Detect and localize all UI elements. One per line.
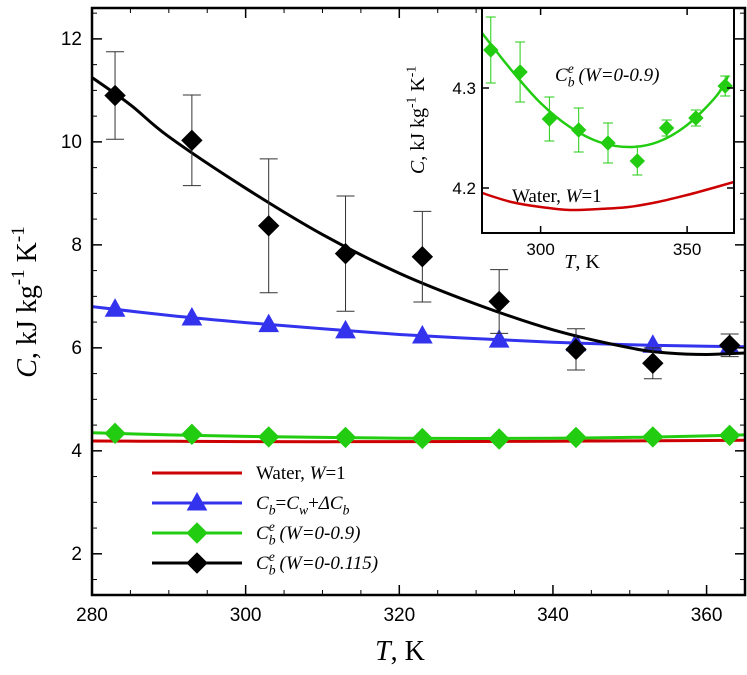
- data-point: [334, 426, 357, 449]
- series-1: [92, 298, 745, 355]
- data-point: [717, 78, 733, 94]
- legend-entry-0: Water, W=1: [152, 463, 346, 484]
- data-point: [181, 306, 203, 326]
- data-point: [257, 215, 280, 237]
- series-1-fit-line: [92, 305, 745, 349]
- y-axis-label: C, kJ kg-1 K-1: [8, 226, 43, 378]
- data-point: [181, 129, 203, 152]
- inset-series: [482, 16, 734, 212]
- data-point: [718, 424, 741, 447]
- data-point: [488, 428, 510, 450]
- legend-entry-3: Cbe (W=0-0.115): [152, 549, 378, 578]
- main-plot: 280 300 320 340 360 2 4 6 8 10 12 T, K C, kJ kg-1 K-…: [8, 6, 747, 667]
- series-0: [92, 438, 745, 444]
- series-3: [92, 51, 745, 380]
- x-tick-label: 280: [76, 605, 108, 626]
- data-point: [541, 111, 558, 127]
- data-point: [488, 329, 510, 348]
- legend-label: Cbe (W=0-0.115): [256, 549, 378, 578]
- data-point: [411, 245, 434, 268]
- legend-marker: [186, 522, 208, 544]
- x-tick-label: 300: [526, 240, 554, 259]
- data-point: [565, 426, 587, 449]
- data-point: [600, 135, 616, 151]
- data-point: [642, 426, 664, 448]
- data-point: [411, 324, 433, 344]
- y-tick-label: 10: [61, 132, 82, 153]
- data-point: [104, 298, 126, 317]
- data-point: [629, 153, 646, 169]
- data-point: [334, 242, 357, 265]
- data-point: [335, 319, 356, 339]
- data-point: [181, 423, 203, 446]
- inset-annotation-red: Water, W=1: [512, 186, 602, 207]
- data-point: [565, 338, 587, 361]
- data-point: [642, 352, 664, 374]
- series-0-fit-line: [92, 438, 745, 444]
- x-axis-label: T, K: [375, 636, 425, 667]
- series-1-fit-line: [482, 180, 734, 212]
- inset-plot: 300 350 4.2 4.3 T, K C, kJ kg-1 K-1 Cbe (W=0-0…: [404, 7, 735, 273]
- series-2: [92, 422, 745, 450]
- series-3-fit-line: [92, 76, 745, 357]
- x-tick-label: 300: [230, 605, 262, 626]
- data-point: [257, 426, 280, 448]
- main-series: [92, 51, 745, 450]
- inset-annotation-green: Cbe (W=0-0.9): [555, 61, 659, 90]
- y-tick-label: 12: [61, 29, 82, 50]
- data-point: [570, 122, 587, 138]
- series-1: [482, 180, 734, 212]
- y-tick-label: 4.3: [452, 79, 476, 98]
- y-tick-label: 8: [71, 235, 82, 256]
- x-tick-label: 360: [691, 605, 723, 626]
- series-0-fit-line: [482, 32, 730, 149]
- x-tick-label: 350: [673, 240, 701, 259]
- x-tick-label: 320: [383, 605, 415, 626]
- inset-y-axis-label: C, kJ kg-1 K-1: [404, 66, 429, 174]
- data-point: [688, 110, 704, 126]
- legend-label: Water, W=1: [256, 463, 346, 484]
- legend-entry-2: Cbe (W=0-0.9): [152, 519, 360, 548]
- data-point: [718, 334, 741, 356]
- legend-label: Cbe (W=0-0.9): [256, 519, 360, 548]
- legend-entry-1: Cb=Cw+ΔCb: [152, 491, 350, 518]
- y-tick-label: 2: [71, 544, 82, 565]
- legend-marker: [186, 491, 208, 511]
- data-point: [658, 120, 675, 136]
- y-tick-label: 4.2: [452, 179, 476, 198]
- data-point: [488, 290, 510, 313]
- y-tick-label: 6: [71, 338, 82, 359]
- data-point: [104, 84, 126, 107]
- inset-frame: [481, 7, 735, 234]
- legend-label: Cb=Cw+ΔCb: [256, 493, 350, 518]
- data-point: [411, 427, 434, 450]
- data-point: [104, 422, 126, 445]
- x-tick-label: 340: [537, 605, 569, 626]
- inset-x-axis-label: T, K: [564, 251, 600, 273]
- series-0: [482, 16, 733, 176]
- y-tick-label: 4: [71, 441, 82, 462]
- main-frame: [90, 6, 747, 597]
- data-point: [483, 42, 499, 58]
- data-point: [258, 313, 280, 333]
- legend-marker: [186, 552, 208, 574]
- data-point: [512, 64, 528, 80]
